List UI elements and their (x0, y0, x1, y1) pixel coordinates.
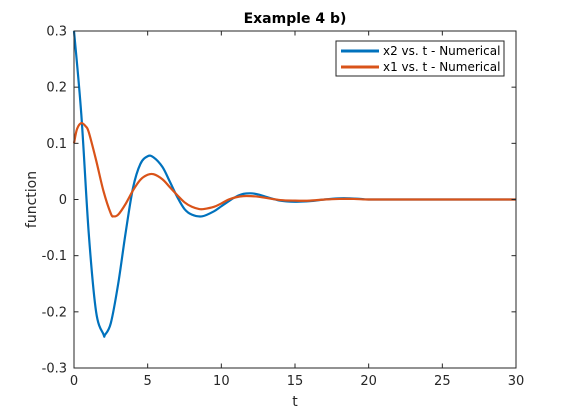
x-tick-label: 30 (508, 374, 525, 389)
y-tick-label: 0 (59, 193, 67, 208)
legend-box (335, 40, 505, 77)
chart-title: Example 4 b) (244, 11, 347, 27)
y-tick-label: -0.3 (42, 362, 67, 377)
series-line-x1 (72, 121, 516, 218)
y-tick-label: 0.1 (46, 137, 67, 152)
series-layer (72, 30, 516, 338)
x-tick-label: 0 (70, 374, 78, 389)
legend-label-x1: x1 vs. t - Numerical (383, 60, 500, 74)
y-tick-label: -0.1 (42, 249, 67, 264)
legend: x2 vs. t - Numerical x1 vs. t - Numerica… (335, 40, 505, 77)
x-tick-label: 15 (287, 374, 304, 389)
x-tick-label: 5 (144, 374, 152, 389)
x-tick-label: 25 (434, 374, 451, 389)
y-tick-label: 0.2 (46, 81, 67, 96)
x-axis-title: t (292, 394, 298, 410)
x-tick-label: 20 (360, 374, 377, 389)
y-tick-label: -0.2 (42, 305, 67, 320)
y-tick-label: 0.3 (46, 25, 67, 40)
x-tick-label: 10 (213, 374, 230, 389)
y-axis-title: function (24, 171, 40, 228)
ticks-layer: 0 5 10 15 20 25 30 0.3 0.2 0.1 0 -0.1 -0.2 -0.3 (42, 25, 525, 390)
legend-label-x2: x2 vs. t - Numerical (383, 44, 500, 58)
